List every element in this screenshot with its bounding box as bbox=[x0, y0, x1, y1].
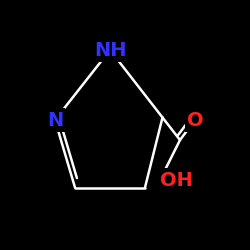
Text: O: O bbox=[188, 110, 204, 130]
Text: NH: NH bbox=[94, 40, 126, 60]
Text: N: N bbox=[47, 110, 63, 130]
Text: OH: OH bbox=[160, 170, 193, 190]
